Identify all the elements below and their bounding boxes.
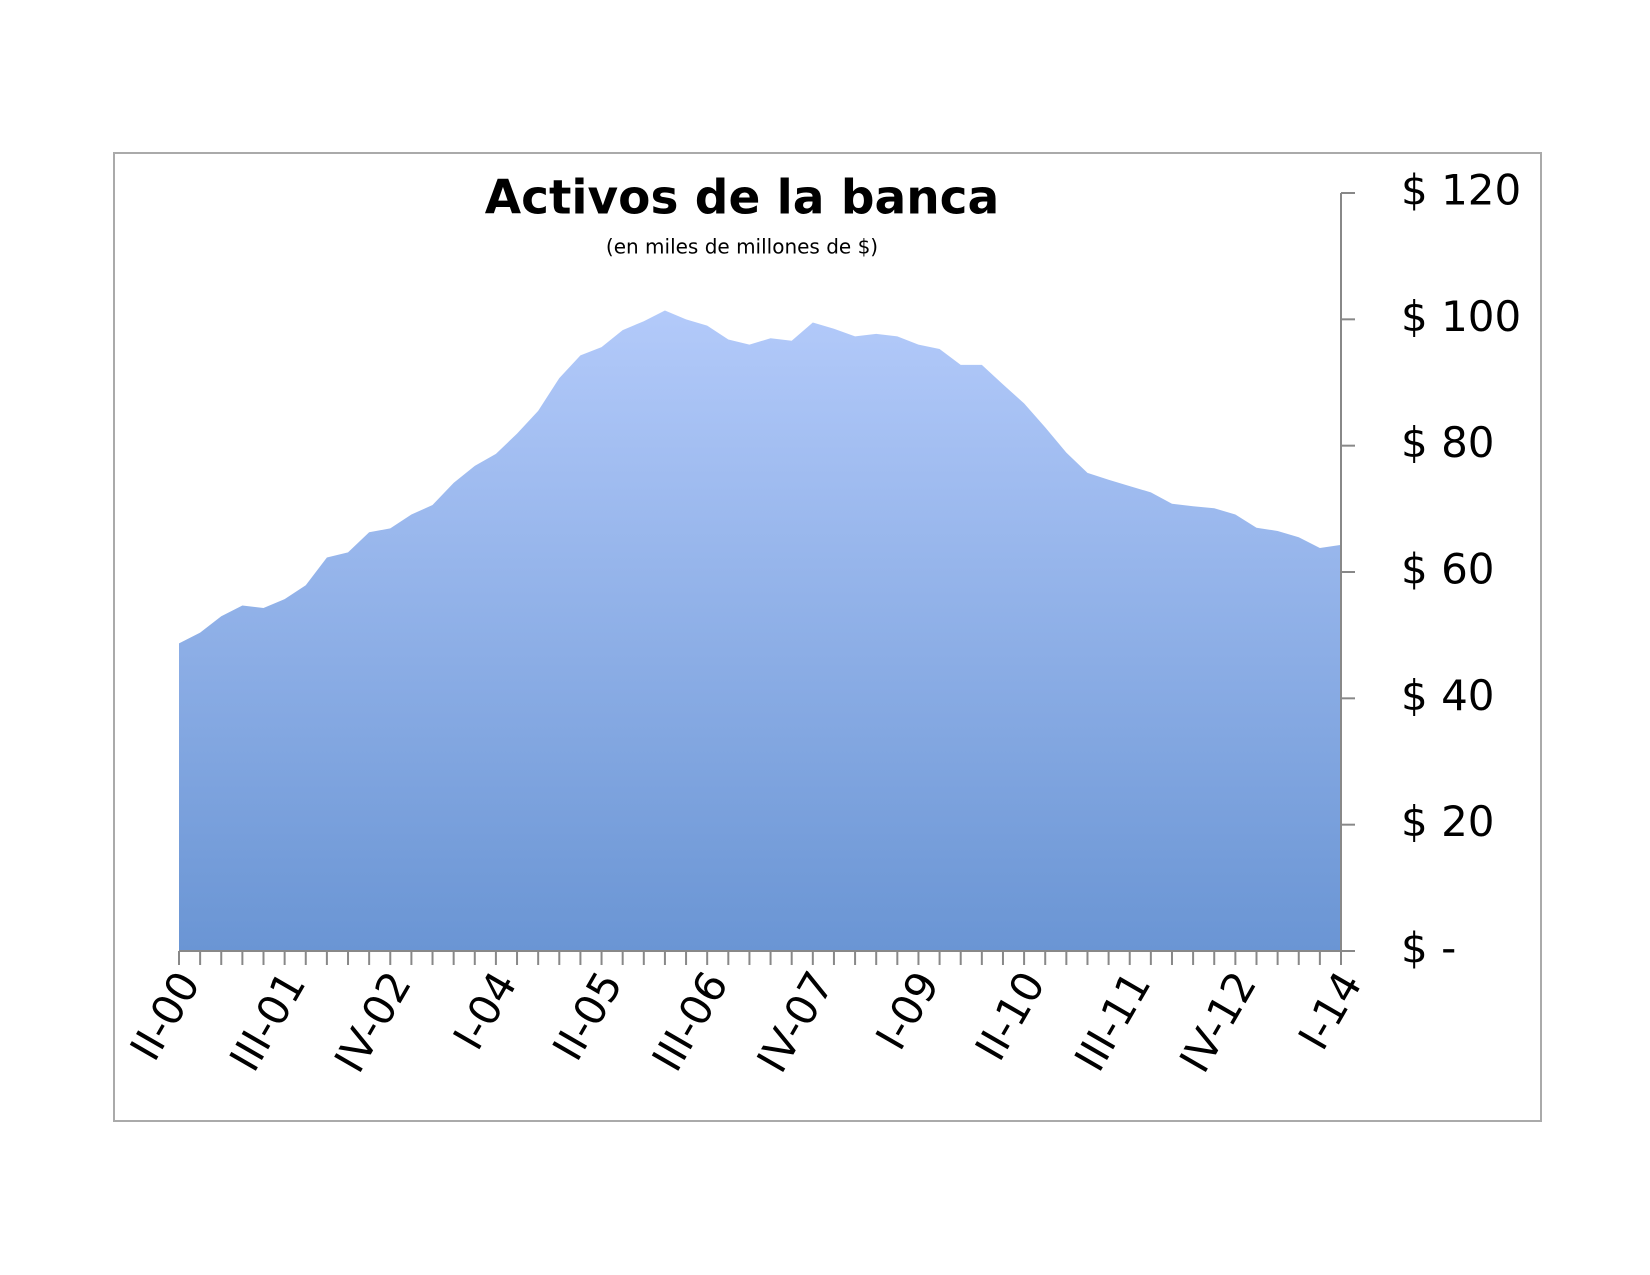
chart-title: Activos de la banca — [485, 171, 1000, 226]
area — [179, 310, 1341, 951]
y-tick-label: $ 20 — [1401, 797, 1495, 846]
y-tick-label: $ 100 — [1401, 292, 1521, 341]
y-tick-label: $ 120 — [1401, 166, 1521, 215]
y-tick-label: $ 40 — [1401, 671, 1495, 720]
y-tick-label: $ 80 — [1401, 418, 1495, 467]
chart-subtitle: (en miles de millones de $) — [606, 235, 878, 259]
y-tick-label: $ 60 — [1401, 545, 1495, 594]
y-tick-label: $ - — [1401, 924, 1456, 973]
